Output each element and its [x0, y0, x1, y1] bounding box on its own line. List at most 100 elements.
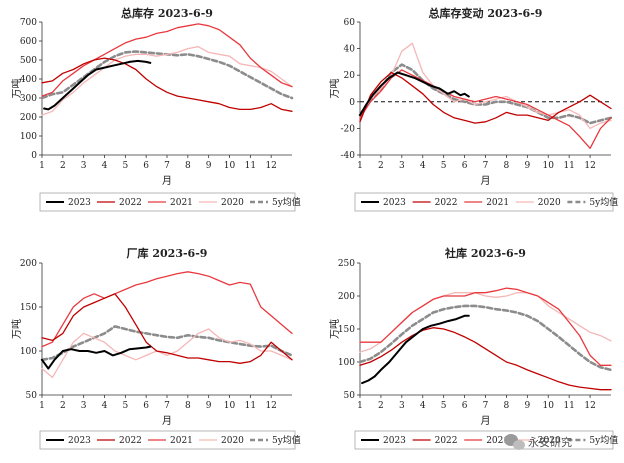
y-tick-label: 100: [20, 132, 37, 142]
x-tick-label: 5: [441, 401, 447, 411]
x-tick-label: 9: [206, 401, 212, 411]
y-axis-label: 万吨: [10, 79, 23, 99]
y-tick-label: 50: [26, 391, 38, 401]
series-line-5y均值: [358, 63, 613, 125]
y-tick-label: 500: [20, 56, 37, 66]
series-line-5y均值: [358, 304, 613, 372]
series-line-2021: [359, 69, 612, 149]
y-axis-label: 万吨: [10, 319, 23, 339]
series-line-2021: [41, 23, 293, 97]
y-tick-label: 150: [20, 303, 37, 313]
x-tick-label: 4: [102, 161, 108, 171]
y-axis-label: 万吨: [328, 79, 341, 99]
x-tick-label: 8: [185, 161, 191, 171]
legend-label: 2021: [486, 198, 509, 208]
x-tick-label: 5: [122, 401, 128, 411]
x-tick-label: 8: [504, 401, 510, 411]
chart-title: 厂库 2023-6-9: [127, 246, 208, 260]
y-tick-label: 700: [20, 18, 37, 28]
y-tick-label: 200: [338, 292, 355, 302]
legend-label: 2022: [435, 436, 458, 446]
x-tick-label: 3: [81, 401, 87, 411]
series-line-2022: [41, 57, 293, 112]
series-line-2023: [359, 71, 470, 117]
x-tick-label: 9: [206, 161, 212, 171]
x-tick-label: 12: [265, 161, 276, 171]
y-tick-label: 300: [20, 94, 37, 104]
x-tick-label: 7: [164, 161, 170, 171]
y-tick-label: 150: [338, 325, 355, 335]
y-tick-label: 600: [20, 37, 37, 47]
x-tick-label: 5: [441, 161, 447, 171]
y-tick-label: 200: [20, 113, 37, 123]
x-tick-label: 2: [378, 401, 384, 411]
x-tick-label: 10: [543, 161, 555, 171]
x-tick-label: 6: [462, 161, 468, 171]
x-tick-label: 9: [524, 161, 530, 171]
legend-label: 5y均值: [589, 434, 618, 446]
legend-label: 2020: [538, 436, 561, 446]
legend-label: 5y均值: [272, 434, 301, 446]
x-tick-label: 12: [265, 401, 276, 411]
x-tick-label: 7: [164, 401, 170, 411]
series-line-2022: [359, 71, 612, 124]
series-line-2020: [359, 42, 612, 130]
x-tick-label: 8: [504, 161, 510, 171]
x-tick-label: 4: [420, 161, 426, 171]
series-line-2023: [41, 345, 152, 370]
x-tick-label: 2: [60, 401, 66, 411]
x-tick-label: 11: [245, 161, 256, 171]
x-tick-label: 10: [543, 401, 555, 411]
x-tick-label: 10: [224, 161, 236, 171]
series-line-2021: [359, 287, 612, 366]
chart-title: 总库存变动 2023-6-9: [429, 6, 543, 20]
legend-label: 2022: [119, 198, 142, 208]
chart-title: 社库 2023-6-9: [444, 246, 526, 260]
series-line-2022: [41, 293, 293, 364]
x-tick-label: 12: [584, 401, 595, 411]
legend-label: 2023: [68, 198, 91, 208]
x-tick-label: 7: [483, 401, 489, 411]
legend-label: 2023: [383, 436, 406, 446]
x-tick-label: 4: [102, 401, 108, 411]
x-tick-label: 8: [185, 401, 191, 411]
legend-label: 5y均值: [272, 196, 301, 208]
y-tick-label: 250: [338, 259, 355, 269]
x-tick-label: 6: [462, 401, 468, 411]
x-axis-label: 月: [162, 175, 172, 187]
y-tick-label: 200: [20, 259, 37, 269]
legend-label: 2022: [435, 198, 458, 208]
series-line-2023: [361, 314, 470, 385]
y-tick-label: 100: [20, 347, 37, 357]
x-tick-label: 1: [39, 401, 45, 411]
x-tick-label: 2: [378, 161, 384, 171]
x-tick-label: 11: [563, 161, 574, 171]
x-tick-label: 1: [357, 401, 363, 411]
x-tick-label: 11: [563, 401, 574, 411]
y-tick-label: -40: [341, 151, 356, 161]
legend-label: 2022: [119, 436, 142, 446]
y-tick-label: 0: [349, 98, 355, 108]
x-tick-label: 12: [584, 161, 595, 171]
watermark-text: 永安研究: [528, 435, 572, 449]
legend-label: 2023: [383, 198, 406, 208]
x-tick-label: 6: [143, 161, 149, 171]
legend-box: [354, 430, 614, 450]
x-tick-label: 1: [39, 161, 45, 171]
x-axis-label: 月: [162, 415, 172, 427]
y-tick-label: 100: [338, 358, 355, 368]
legend-box: [39, 192, 296, 212]
y-tick-label: 0: [31, 151, 37, 161]
y-tick-label: 40: [344, 45, 356, 55]
watermark: 永安研究: [504, 434, 572, 450]
y-tick-label: 50: [344, 391, 356, 401]
series-line-2020: [41, 328, 293, 379]
legend-label: 2021: [486, 436, 509, 446]
legend-label: 2021: [170, 436, 193, 446]
y-tick-label: 60: [344, 18, 356, 28]
